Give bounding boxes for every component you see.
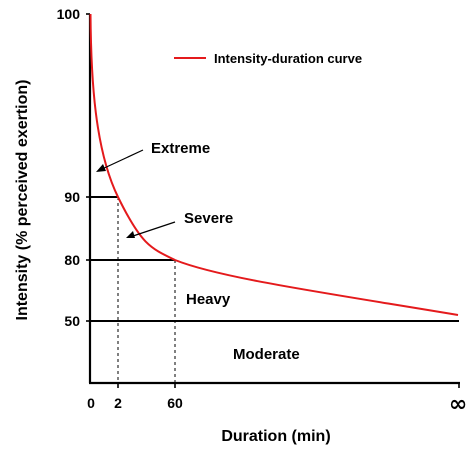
x-tick-label-infinity: ∞ [449,392,467,417]
x-tick-label-60: 60 [167,395,183,411]
x-tick-label-2: 2 [114,395,122,411]
severe-arrow-head [126,231,135,238]
y-tick-label-90: 90 [64,189,80,205]
zone-label-severe: Severe [184,210,233,227]
y-tick-label-100: 100 [57,6,81,22]
extreme-arrow-head [96,164,106,172]
severe-arrow-shaft [129,221,176,238]
zone-label-moderate: Moderate [233,346,300,363]
y-tick-label-80: 80 [64,252,80,268]
extreme-arrow-shaft [99,149,144,171]
zone-label-heavy: Heavy [186,291,231,308]
intensity-duration-curve [89,13,459,316]
y-tick-label-50: 50 [64,313,80,329]
y-axis-title: Intensity (% perceived exertion) [14,80,31,321]
zone-label-extreme: Extreme [151,140,210,157]
x-axis-title: Duration (min) [221,428,330,445]
legend-label: Intensity-duration curve [214,51,362,66]
x-tick-label-0: 0 [87,395,95,411]
